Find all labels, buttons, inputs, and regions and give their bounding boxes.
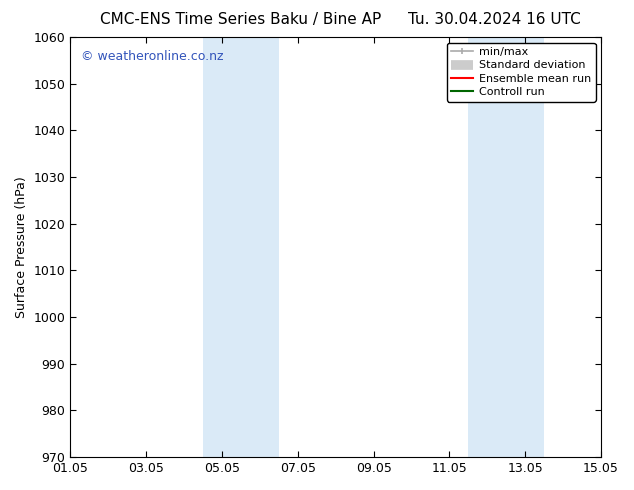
Legend: min/max, Standard deviation, Ensemble mean run, Controll run: min/max, Standard deviation, Ensemble me…	[446, 43, 595, 101]
Y-axis label: Surface Pressure (hPa): Surface Pressure (hPa)	[15, 176, 28, 318]
Bar	[203, 37, 279, 457]
Text: Tu. 30.04.2024 16 UTC: Tu. 30.04.2024 16 UTC	[408, 12, 581, 27]
Text: © weatheronline.co.nz: © weatheronline.co.nz	[81, 50, 223, 63]
Bar	[469, 37, 544, 457]
Text: CMC-ENS Time Series Baku / Bine AP: CMC-ENS Time Series Baku / Bine AP	[100, 12, 382, 27]
